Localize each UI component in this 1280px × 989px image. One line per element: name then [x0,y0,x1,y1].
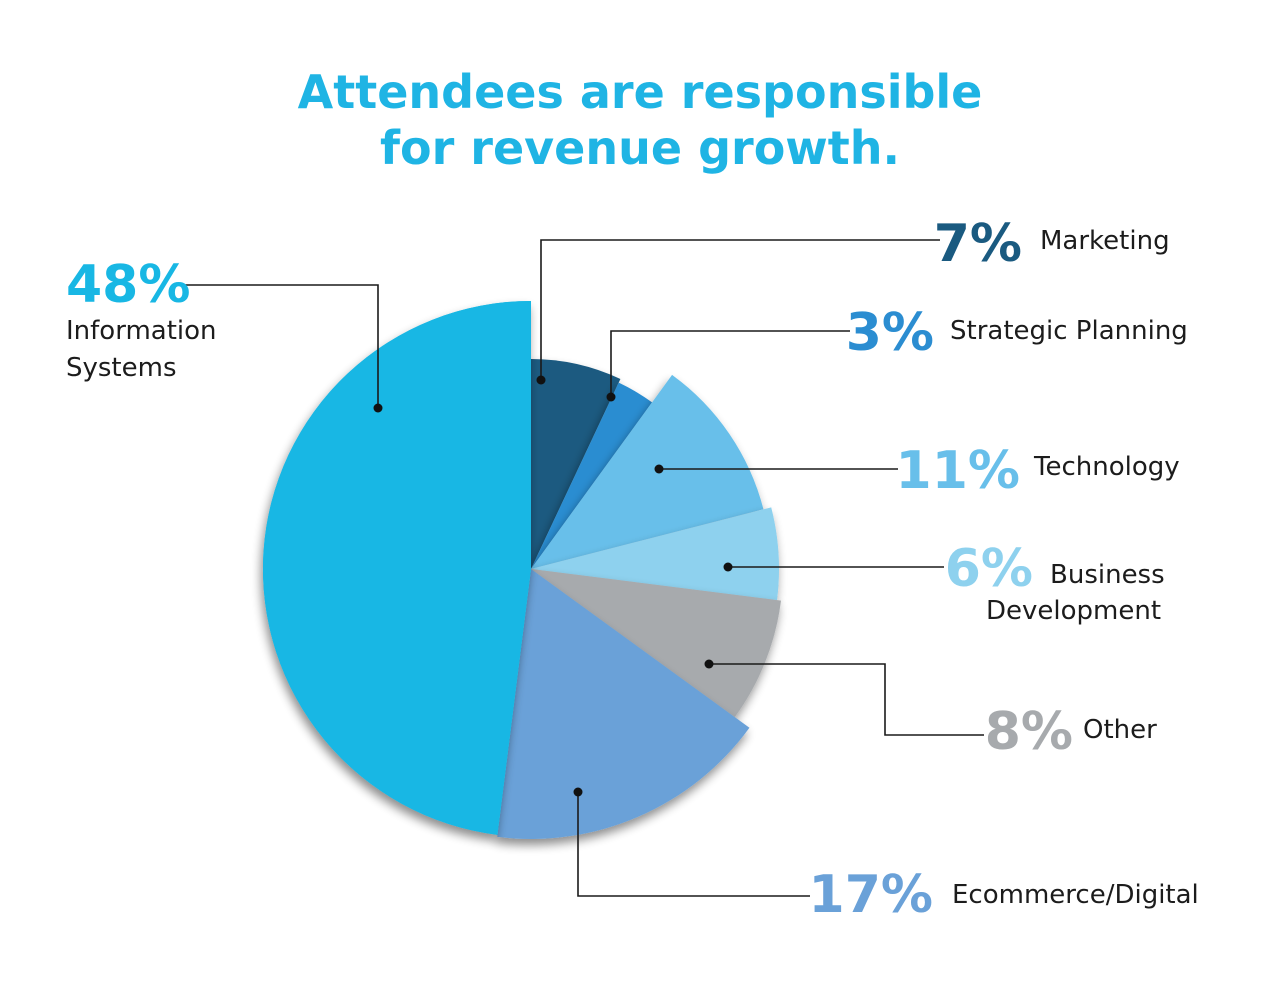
percent-label-ecommerce-digital: 17% [809,865,933,925]
leader-dot-marketing [536,375,546,385]
pie-slice-overlay-information-systems [262,301,531,835]
category-label-information-systems-line-1: Information [66,316,217,346]
leader-line-strategic-planning [610,330,850,397]
category-label-strategic-planning: Strategic Planning [950,316,1188,346]
leader-line-marketing [540,239,940,380]
pie-slice-ecommerce-digital [497,569,750,839]
leader-dot-other [704,659,714,669]
percent-label-strategic-planning: 3% [846,303,934,363]
pie-slice-marketing [531,359,621,569]
pie-slice-technology [531,374,764,569]
category-label-business-development-line-2: Development [986,596,1161,626]
leader-line-information-systems [185,284,379,408]
percent-label-technology: 11% [896,441,1020,501]
leader-dot-business-development [723,562,733,572]
category-label-technology: Technology [1033,452,1180,482]
category-label-ecommerce-digital: Ecommerce/Digital [952,880,1199,910]
category-label-information-systems-line-2: Systems [66,353,177,383]
percent-label-business-development: 6% [945,539,1033,599]
chart-title-line-2: for revenue growth. [379,121,900,175]
leader-dot-ecommerce-digital [573,787,583,797]
pie-slice-other [531,569,782,718]
leader-line-other [709,663,984,736]
pie-slice-business-development [531,507,779,601]
leader-dot-technology [654,464,664,474]
leader-dot-strategic-planning [606,392,616,402]
category-label-other: Other [1083,715,1157,745]
leader-dot-information-systems [373,403,383,413]
chart-title-line-1: Attendees are responsible [297,65,983,119]
chart-title: Attendees are responsible for revenue gr… [0,64,1280,176]
leader-line-ecommerce-digital [577,792,810,897]
category-label-business-development-line-1: Business [1050,560,1165,590]
percent-label-information-systems: 48% [66,255,190,315]
percent-label-other: 8% [985,702,1073,762]
percent-label-marketing: 7% [934,214,1022,274]
category-label-marketing: Marketing [1040,226,1170,256]
pie-slice-strategic-planning [531,382,653,569]
